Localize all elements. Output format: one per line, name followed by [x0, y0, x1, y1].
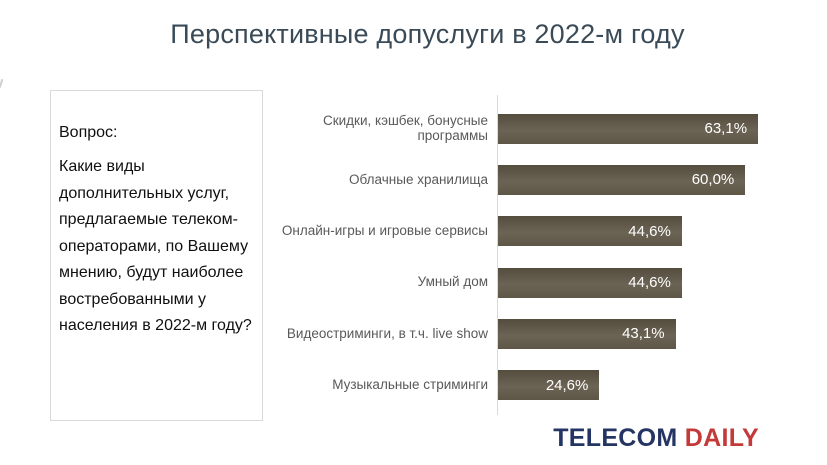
question-heading: Вопрос: [59, 124, 118, 141]
bar-track: 60,0% [498, 164, 770, 195]
bar-track: 43,1% [498, 318, 770, 349]
bar-value-label: 43,1% [622, 325, 665, 343]
bar-category-label: Умный дом [417, 274, 488, 290]
bar-category-label: Музыкальные стриминги [332, 376, 488, 392]
bar-value-label: 44,6% [628, 222, 671, 240]
page-title: Перспективные допуслуги в 2022-м году [170, 19, 685, 49]
chart-row: Музыкальные стриминги 24,6% [270, 360, 770, 411]
chart-row: Облачные хранилища 60,0% [270, 154, 770, 205]
bar: 44,6% [498, 267, 682, 298]
bar-track: 44,6% [498, 267, 770, 298]
bar-category-label: Онлайн-игры и игровые сервисы [281, 222, 488, 238]
bar-value-label: 60,0% [691, 171, 735, 189]
bar-value-label: 44,6% [628, 274, 671, 292]
bar-category-label: Видеостриминги, в т.ч. live show [286, 325, 488, 341]
bar: 63,1% [498, 113, 759, 144]
bar-value-label: 63,1% [704, 120, 748, 138]
question-body: Какие виды дополнительных услуг, предлаг… [59, 158, 252, 334]
edge-artifact [0, 78, 4, 89]
bar-track: 24,6% [498, 370, 770, 401]
question-box: Вопрос: Какие виды дополнительных услуг,… [50, 90, 263, 421]
bar: 60,0% [498, 164, 746, 195]
bar-category-label: Скидки, кэшбек, бонусные программы [322, 112, 488, 143]
bar: 43,1% [498, 318, 676, 349]
chart-row: Скидки, кэшбек, бонусные программы 63,1% [270, 103, 770, 154]
bar-track: 63,1% [498, 113, 770, 144]
bar-rows: Скидки, кэшбек, бонусные программы 63,1% О… [270, 103, 770, 411]
bar-category-label: Облачные хранилища [349, 171, 488, 187]
bar-track: 44,6% [498, 216, 770, 247]
chart-row: Умный дом 44,6% [270, 257, 770, 308]
chart-row: Видеостриминги, в т.ч. live show 43,1% [270, 308, 770, 359]
bar: 44,6% [498, 216, 682, 247]
bar-chart: Скидки, кэшбек, бонусные программы 63,1% О… [270, 95, 770, 415]
bar: 24,6% [498, 370, 600, 401]
logo: TELECOM DAILY [553, 424, 759, 453]
logo-telecom: TELECOM [553, 424, 678, 452]
bar-value-label: 24,6% [545, 376, 589, 394]
axis-line [497, 95, 498, 415]
logo-daily: DAILY [684, 424, 759, 452]
chart-row: Онлайн-игры и игровые сервисы 44,6% [270, 206, 770, 257]
